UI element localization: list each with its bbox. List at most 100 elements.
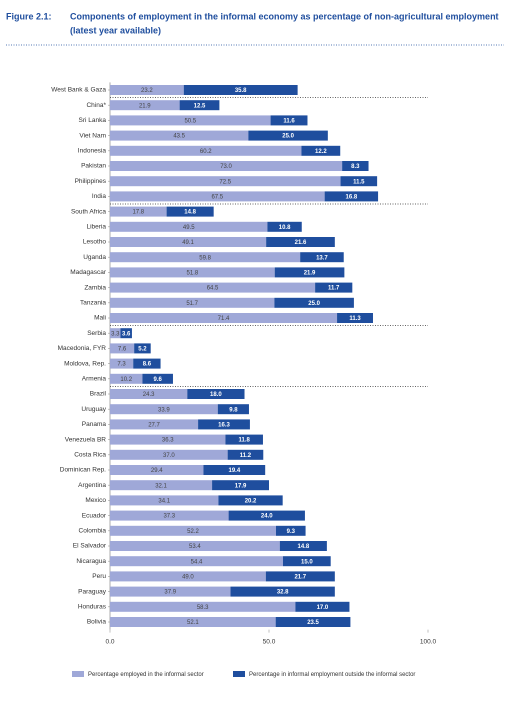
x-tick-label: 50.0 [263, 638, 276, 645]
value-label: 36.3 [162, 438, 174, 444]
bar-segment [228, 510, 305, 521]
value-label: 16.3 [218, 422, 230, 428]
bar-segment [266, 237, 335, 247]
bar-segment [110, 282, 316, 293]
value-label: 13.7 [316, 255, 328, 261]
category-label: Tanzania [80, 300, 106, 307]
bar-segment [110, 297, 275, 308]
legend-label: Percentage in informal employment outsid… [249, 672, 415, 678]
bar-segment [110, 313, 338, 323]
bar-segment [110, 449, 228, 460]
category-label: Serbia [87, 330, 106, 337]
value-label: 3.3 [111, 331, 120, 337]
category-label: Uganda [83, 254, 106, 261]
bar-segment [315, 282, 353, 293]
bar-segment [212, 480, 269, 491]
value-label: 64.5 [207, 286, 219, 292]
bar-segment [142, 373, 173, 384]
bar-segment [324, 191, 379, 202]
value-label: 14.8 [298, 544, 310, 550]
value-label: 15.0 [301, 559, 313, 565]
bar-segment [110, 601, 296, 612]
category-label: South Africa [71, 208, 106, 215]
category-label: Paraguay [78, 588, 107, 595]
bar-segment [120, 328, 132, 339]
value-label: 8.3 [351, 164, 360, 170]
category-label: Venezuela BR [65, 436, 107, 443]
bar-segment [110, 221, 268, 232]
value-label: 3.6 [122, 331, 131, 337]
value-label: 17.9 [235, 483, 247, 489]
value-label: 60.2 [200, 149, 212, 155]
bar-segment [340, 176, 378, 187]
value-label: 11.6 [283, 118, 295, 124]
value-label: 71.4 [218, 316, 230, 322]
category-label: Honduras [78, 604, 107, 611]
bar-segment [225, 434, 263, 445]
bar-segment [110, 419, 199, 430]
value-label: 21.7 [294, 574, 306, 580]
category-label: Mali [94, 315, 106, 322]
legend-swatch [233, 671, 245, 677]
value-label: 37.0 [163, 453, 175, 459]
bar-segment [110, 617, 276, 627]
value-label: 23.2 [141, 88, 153, 94]
value-label: 53.4 [189, 544, 201, 550]
value-label: 54.4 [191, 559, 203, 565]
category-label: Argentina [78, 482, 106, 489]
bar-segment [110, 252, 301, 263]
bar-segment [265, 571, 335, 582]
bar-segment [110, 176, 341, 187]
value-label: 37.3 [163, 514, 175, 520]
bar-segment [110, 480, 213, 491]
category-label: Armenia [82, 376, 107, 383]
bar-segment [267, 221, 302, 232]
bar-segment [110, 206, 167, 217]
value-label: 9.8 [229, 407, 238, 413]
value-label: 27.7 [148, 422, 160, 428]
value-label: 23.5 [307, 620, 319, 626]
value-label: 21.6 [295, 240, 307, 246]
x-tick-label: 100.0 [420, 638, 437, 645]
bar-segment [110, 571, 266, 582]
chart-title: Components of employment in the informal… [70, 11, 499, 21]
category-label: Costa Rica [74, 452, 106, 459]
value-label: 49.5 [183, 225, 195, 231]
value-label: 11.3 [349, 316, 361, 322]
value-label: 34.1 [158, 498, 170, 504]
value-label: 24.0 [261, 514, 273, 520]
bar-segment [203, 465, 266, 475]
category-label: India [92, 193, 106, 200]
value-label: 19.4 [228, 468, 240, 474]
bar-segment [300, 252, 344, 263]
bar-segment [270, 115, 308, 126]
bar-segment [275, 617, 351, 627]
value-label: 20.2 [245, 498, 257, 504]
category-label: Colombia [79, 528, 107, 535]
category-label: Brazil [90, 391, 107, 398]
value-label: 32.1 [155, 483, 167, 489]
bar-segment [230, 586, 335, 597]
bar-segment [110, 465, 204, 475]
bar-segment [110, 328, 121, 339]
value-label: 50.5 [184, 118, 196, 124]
bar-segment [179, 100, 220, 111]
value-label: 51.7 [186, 301, 198, 307]
bar-segment [110, 495, 219, 506]
category-label: Nicaragua [76, 558, 106, 565]
bar-segment [187, 389, 245, 399]
bar-segment [274, 267, 345, 278]
value-label: 7.6 [118, 346, 127, 352]
bar-segment [110, 404, 218, 415]
value-label: 11.7 [328, 286, 340, 292]
category-label: Dominican Rep. [60, 467, 106, 474]
value-label: 21.9 [139, 103, 151, 109]
category-label: Pakistan [81, 163, 106, 170]
bar-segment [134, 343, 151, 354]
value-label: 25.0 [308, 301, 320, 307]
chart-subtitle: (latest year available) [70, 25, 161, 35]
bar-segment [295, 601, 350, 612]
bar-segment [110, 373, 143, 384]
category-label: Peru [92, 573, 106, 580]
bar-segment [227, 449, 264, 460]
